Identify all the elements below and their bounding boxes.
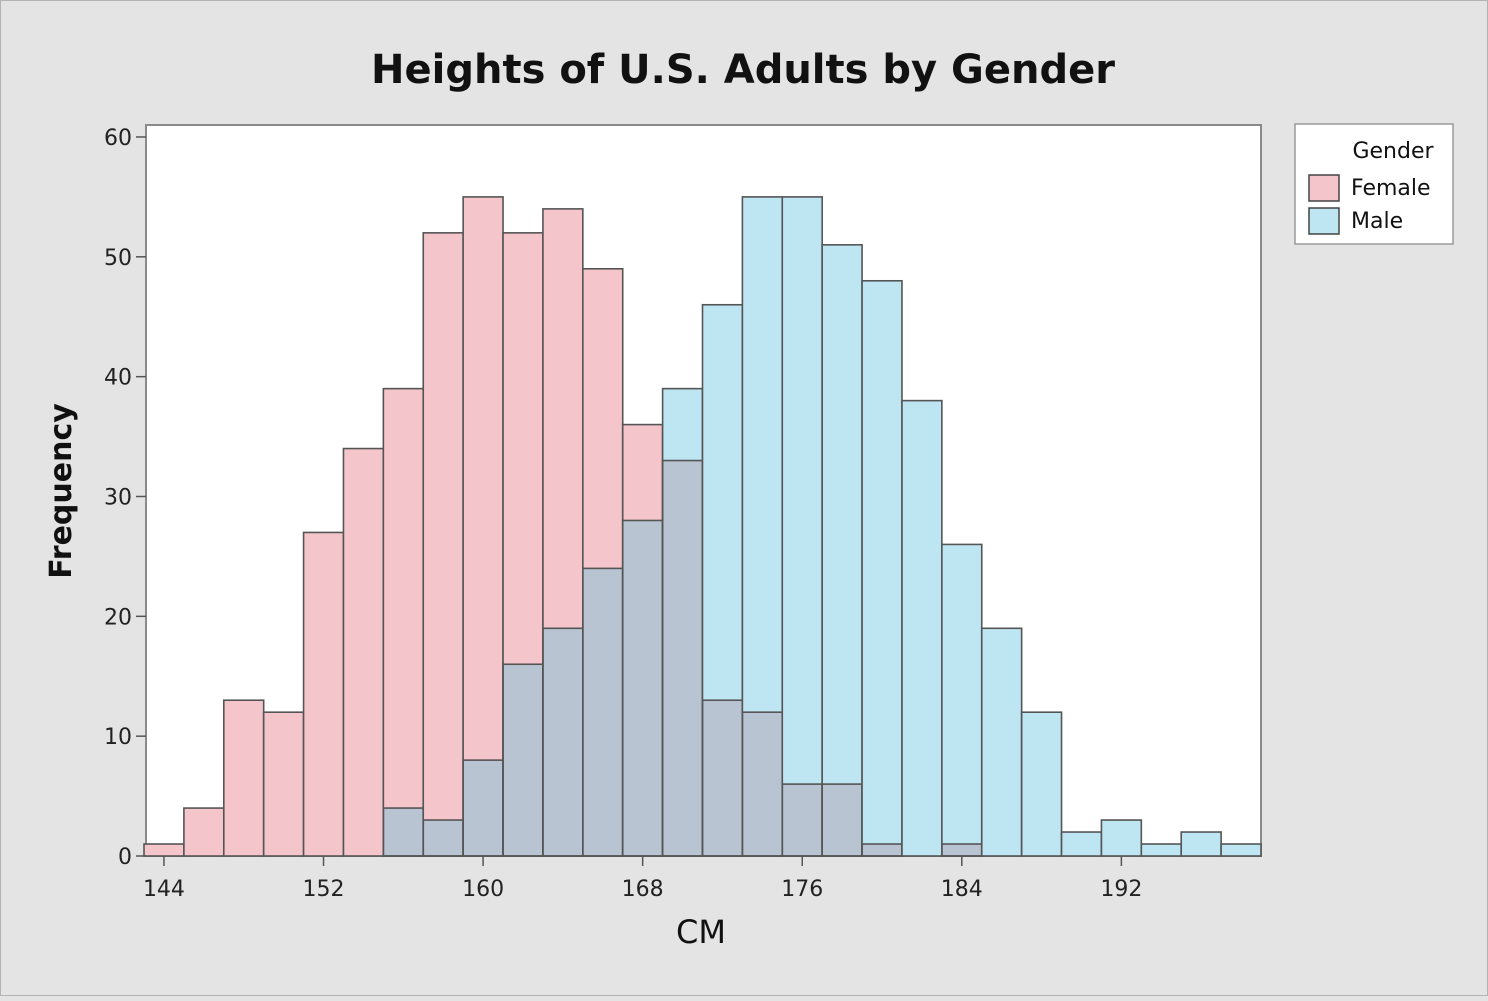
legend-label-female: Female bbox=[1351, 176, 1431, 201]
bar-male-195 bbox=[1181, 832, 1222, 856]
bar-overlap-157 bbox=[423, 820, 464, 856]
y-tick-label: 50 bbox=[104, 246, 132, 271]
bar-female-145 bbox=[183, 808, 224, 856]
bar-male-179 bbox=[862, 280, 902, 845]
bar-male-175 bbox=[782, 196, 823, 785]
bar-male-187 bbox=[1021, 712, 1062, 856]
bar-female-155 bbox=[383, 388, 424, 809]
bar-overlap-161 bbox=[503, 664, 543, 856]
x-axis: 144 152 160 168 176 184 192 bbox=[143, 856, 1142, 902]
bar-male-181 bbox=[901, 400, 942, 856]
bar-overlap-167 bbox=[622, 520, 663, 856]
bar-female-163 bbox=[542, 208, 583, 629]
bar-female-167 bbox=[622, 424, 663, 521]
bar-male-197 bbox=[1221, 844, 1261, 856]
x-tick-label: 144 bbox=[143, 877, 185, 902]
legend-swatch-male bbox=[1308, 207, 1340, 235]
y-tick-label: 10 bbox=[104, 725, 132, 750]
y-tick-label: 60 bbox=[104, 126, 132, 151]
y-axis: 0 10 20 30 40 50 60 bbox=[104, 126, 146, 870]
y-axis-label: Frequency bbox=[44, 403, 79, 579]
bar-female-161 bbox=[503, 232, 543, 665]
bar-male-177 bbox=[822, 244, 863, 785]
x-tick-label: 160 bbox=[462, 877, 504, 902]
bar-overlap-169 bbox=[662, 460, 703, 856]
bar-overlap-175 bbox=[782, 784, 823, 856]
x-tick-label: 168 bbox=[622, 877, 664, 902]
legend-title: Gender bbox=[1352, 139, 1434, 164]
bar-male-169 bbox=[662, 388, 703, 461]
bar-overlap-155 bbox=[383, 808, 424, 856]
bar-female-147 bbox=[223, 700, 264, 856]
bar-male-185 bbox=[981, 628, 1022, 856]
x-tick-label: 152 bbox=[303, 877, 345, 902]
bar-female-151 bbox=[303, 532, 344, 856]
y-tick-label: 20 bbox=[104, 605, 132, 630]
bar-male-171 bbox=[702, 304, 743, 701]
chart-title: Heights of U.S. Adults by Gender bbox=[371, 47, 1115, 93]
bar-female-143 bbox=[144, 844, 184, 856]
bar-male-173 bbox=[742, 196, 783, 713]
x-tick-label: 184 bbox=[941, 877, 983, 902]
bar-female-149 bbox=[263, 712, 304, 856]
x-tick-label: 176 bbox=[781, 877, 823, 902]
bar-overlap-177 bbox=[822, 784, 863, 856]
bar-overlap-173 bbox=[742, 712, 783, 856]
y-tick-label: 40 bbox=[104, 366, 132, 391]
bar-female-165 bbox=[582, 268, 623, 569]
bar-outline-male-197 bbox=[1220, 843, 1262, 857]
bar-overlap-163 bbox=[542, 628, 583, 856]
legend: Gender Female Male bbox=[1294, 123, 1454, 245]
bar-male-193 bbox=[1141, 844, 1182, 856]
bar-overlap-171 bbox=[702, 700, 743, 856]
x-axis-label: CM bbox=[676, 913, 726, 951]
bar-male-183 bbox=[941, 544, 982, 845]
x-tick-label: 192 bbox=[1100, 877, 1142, 902]
y-tick-label: 30 bbox=[104, 485, 132, 510]
y-tick-label: 0 bbox=[118, 845, 132, 870]
bar-overlap-183 bbox=[941, 844, 982, 856]
bar-overlap-159 bbox=[463, 760, 504, 856]
bar-outline-male-187 bbox=[1020, 711, 1063, 857]
legend-label-male: Male bbox=[1351, 209, 1403, 234]
bars-layer bbox=[143, 196, 1262, 857]
bar-female-157 bbox=[423, 232, 464, 821]
legend-swatch-female bbox=[1308, 174, 1340, 202]
bar-female-153 bbox=[343, 448, 384, 856]
bar-female-159 bbox=[463, 196, 504, 761]
bar-overlap-165 bbox=[582, 568, 623, 856]
bar-male-191 bbox=[1101, 820, 1142, 856]
bar-overlap-179 bbox=[862, 844, 902, 856]
bar-male-189 bbox=[1061, 832, 1102, 856]
